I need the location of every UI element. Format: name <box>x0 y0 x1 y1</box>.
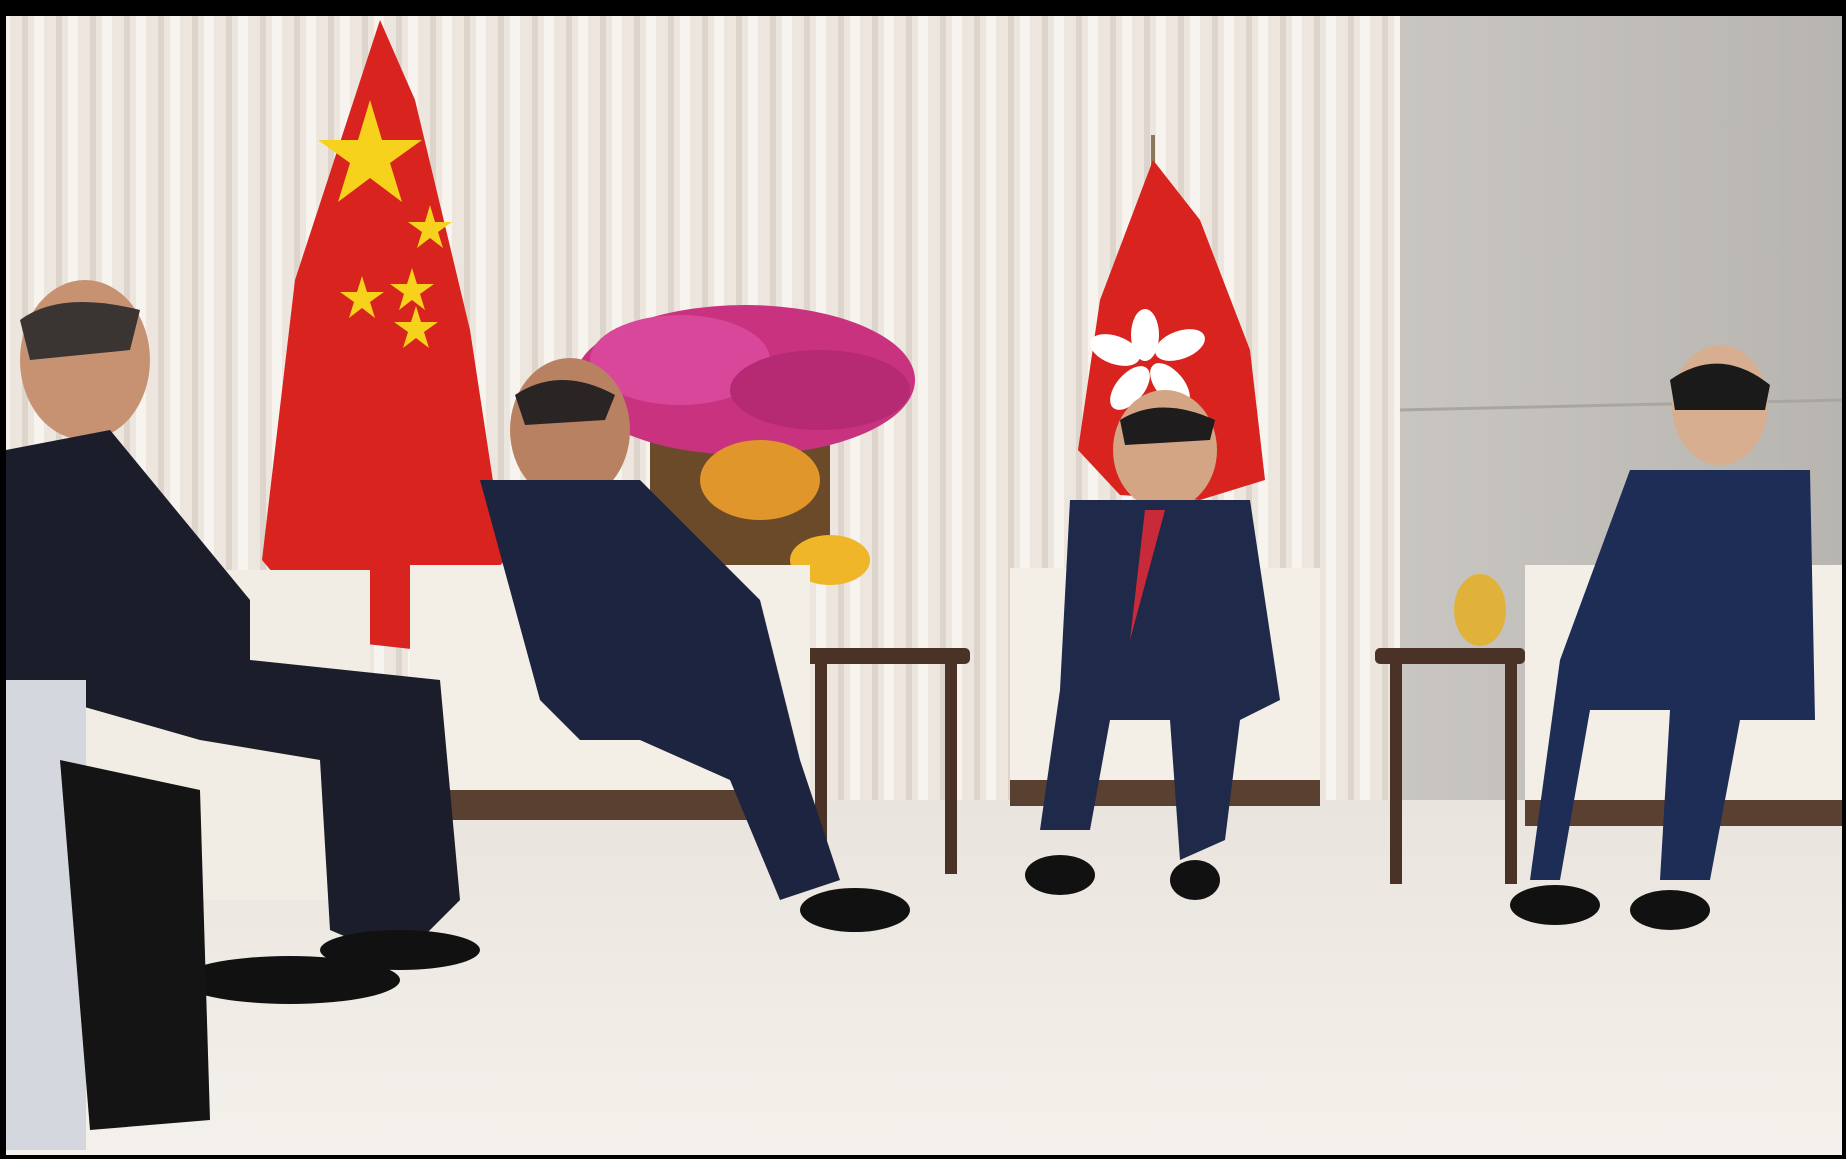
bauhinia <box>1090 309 1205 410</box>
china-flag <box>262 20 505 650</box>
wall-seam <box>1399 398 1843 412</box>
orchids <box>575 305 915 585</box>
flag-star <box>318 100 422 202</box>
flag-star <box>394 306 438 348</box>
flag-star <box>340 276 384 318</box>
flag-star <box>408 205 452 248</box>
person <box>6 280 1815 1150</box>
flag-star <box>390 268 434 310</box>
ornament <box>1454 574 1506 646</box>
